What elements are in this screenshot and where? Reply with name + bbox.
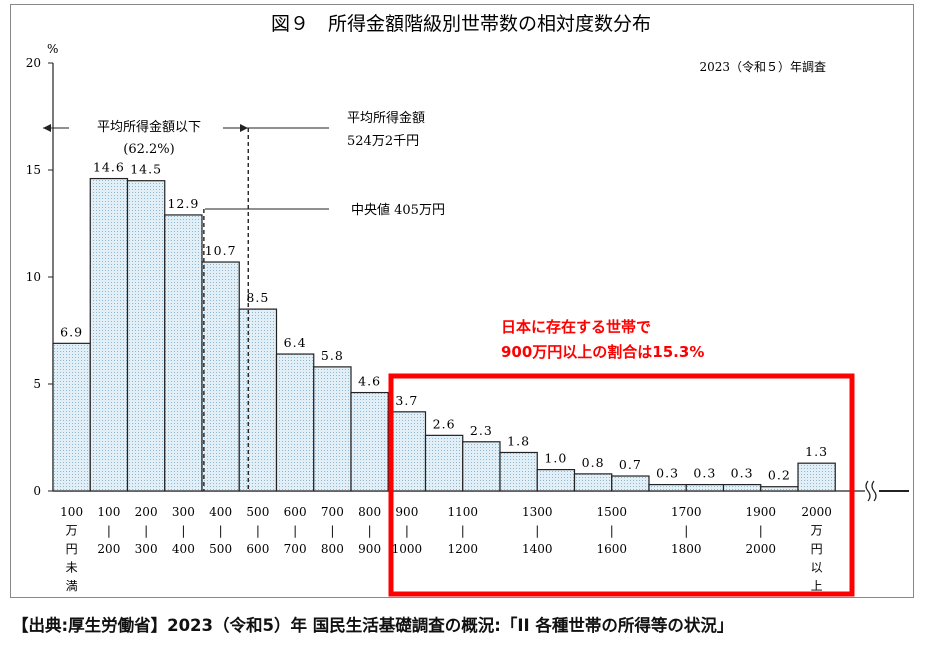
bar-value-label: 0.2 <box>768 468 791 483</box>
bar-value-label: 2.6 <box>433 416 456 431</box>
x-tick-label: 1700 | 1800 <box>671 505 702 556</box>
highlight-line-1: 日本に存在する世帯で <box>501 318 651 336</box>
bar <box>52 342 91 492</box>
bar <box>238 308 278 492</box>
x-tick-label: 400 | 500 <box>209 505 232 556</box>
y-unit-label: % <box>47 42 58 56</box>
median-annotation: 中央値 405万円 <box>205 202 445 218</box>
y-tick-label: 20 <box>26 56 41 70</box>
bar-value-label: 14.6 <box>93 160 125 175</box>
bar-value-label: 0.3 <box>731 466 754 481</box>
x-tick-label: 100 | 200 <box>97 505 120 556</box>
bar-value-label: 4.6 <box>358 374 381 389</box>
bar-value-label: 6.9 <box>60 324 83 339</box>
x-tick-label: 1100 | 1200 <box>447 505 478 556</box>
bar <box>722 483 762 492</box>
x-tick-label: 1300 | 1400 <box>522 505 553 556</box>
bar <box>797 462 836 492</box>
x-tick-label: 900 | 1000 <box>392 505 423 556</box>
bars <box>52 128 836 492</box>
bar <box>164 214 203 492</box>
bar <box>760 486 799 492</box>
bar <box>536 469 576 492</box>
x-tick-label: 1500 | 1600 <box>596 505 627 556</box>
x-tick-label: 1900 | 2000 <box>745 505 776 556</box>
x-tick-labels: 100 万円未満 100 | 200 200 | 300 300 | 400 400 | 500 500 | 6… <box>60 505 832 593</box>
highlight-annotation: 日本に存在する世帯で 900万円以上の割合は15.3% <box>388 318 855 597</box>
bar-value-label: 0.7 <box>619 457 642 472</box>
highlight-box <box>388 373 855 597</box>
bar-value-label: 2.3 <box>470 423 493 438</box>
bar <box>462 441 501 492</box>
average-label: 平均所得金額 <box>347 110 425 126</box>
bar-value-label: 14.5 <box>130 162 162 177</box>
bar <box>424 434 464 492</box>
bar <box>89 177 129 492</box>
x-tick-label: 700 | 800 <box>321 505 344 556</box>
survey-year-note: 2023（令和５）年調査 <box>699 59 826 74</box>
x-tick-label: 800 | 900 <box>358 505 381 556</box>
x-tick-label: 300 | 400 <box>172 505 195 556</box>
bar-value-label: 1.0 <box>544 451 567 466</box>
bar <box>350 391 389 492</box>
y-tick-label: 10 <box>26 270 41 284</box>
axis-break-mark <box>871 480 877 502</box>
average-annotation: 平均所得金額 524万2千円 <box>248 110 425 149</box>
x-tick-label: 2000 万円以上 <box>801 505 832 593</box>
x-tick-label: 200 | 300 <box>135 505 158 556</box>
bar <box>648 483 687 492</box>
income-distribution-chart: 図９ 所得金額階級別世帯数の相対度数分布 2023（令和５）年調査 % 6.9 1… <box>26 13 909 597</box>
chart-frame: 図９ 所得金額階級別世帯数の相対度数分布 2023（令和５）年調査 % 6.9 1… <box>10 4 914 598</box>
y-tick-labels: 0 5 10 15 20 <box>26 56 41 498</box>
bar <box>201 261 240 492</box>
average-value: 524万2千円 <box>347 134 419 149</box>
x-tick-label: 500 | 600 <box>246 505 269 556</box>
chart-title: 図９ 所得金額階級別世帯数の相対度数分布 <box>271 13 651 35</box>
bar-value-label: 8.5 <box>246 290 269 305</box>
axis-break-mark <box>865 480 871 502</box>
bar <box>126 180 166 492</box>
median-label: 中央値 405万円 <box>351 202 445 218</box>
x-tick-label: 600 | 700 <box>284 505 307 556</box>
bar <box>387 411 427 492</box>
bar-value-label: 1.3 <box>805 444 828 459</box>
bar <box>499 451 538 492</box>
bar <box>313 366 352 492</box>
bar-value-label: 5.8 <box>321 348 344 363</box>
bar-value-label: 3.7 <box>395 393 418 408</box>
x-tick-label: 100 万円未満 <box>60 505 83 593</box>
bar <box>685 483 725 492</box>
bar <box>611 475 650 492</box>
source-citation: 【出典:厚生労働省】2023（令和5）年 国民生活基礎調査の概況:「II 各種世… <box>12 616 734 635</box>
value-labels: 6.9 14.6 14.5 12.9 10.7 8.5 6.4 5.8 4.6 3.7 2.6 2.3… <box>60 160 828 483</box>
bar-value-label: 6.4 <box>284 335 307 350</box>
bar <box>573 473 613 492</box>
y-tick-label: 5 <box>33 377 41 391</box>
bar-value-label: 0.3 <box>693 466 716 481</box>
bar-value-label: 10.7 <box>205 243 237 258</box>
y-tick-label: 0 <box>33 484 41 498</box>
highlight-line-2: 900万円以上の割合は15.3% <box>501 343 704 361</box>
bar-value-label: 1.8 <box>507 433 530 448</box>
below-average-share: (62.2%) <box>123 142 174 157</box>
below-average-annotation: 平均所得金額以下 (62.2%) <box>43 119 248 157</box>
bar-value-label: 12.9 <box>167 196 199 211</box>
bar <box>275 353 315 492</box>
bar-value-label: 0.8 <box>582 455 605 470</box>
y-tick-label: 15 <box>26 163 41 177</box>
bar-value-label: 0.3 <box>656 466 679 481</box>
below-average-label: 平均所得金額以下 <box>97 119 201 135</box>
